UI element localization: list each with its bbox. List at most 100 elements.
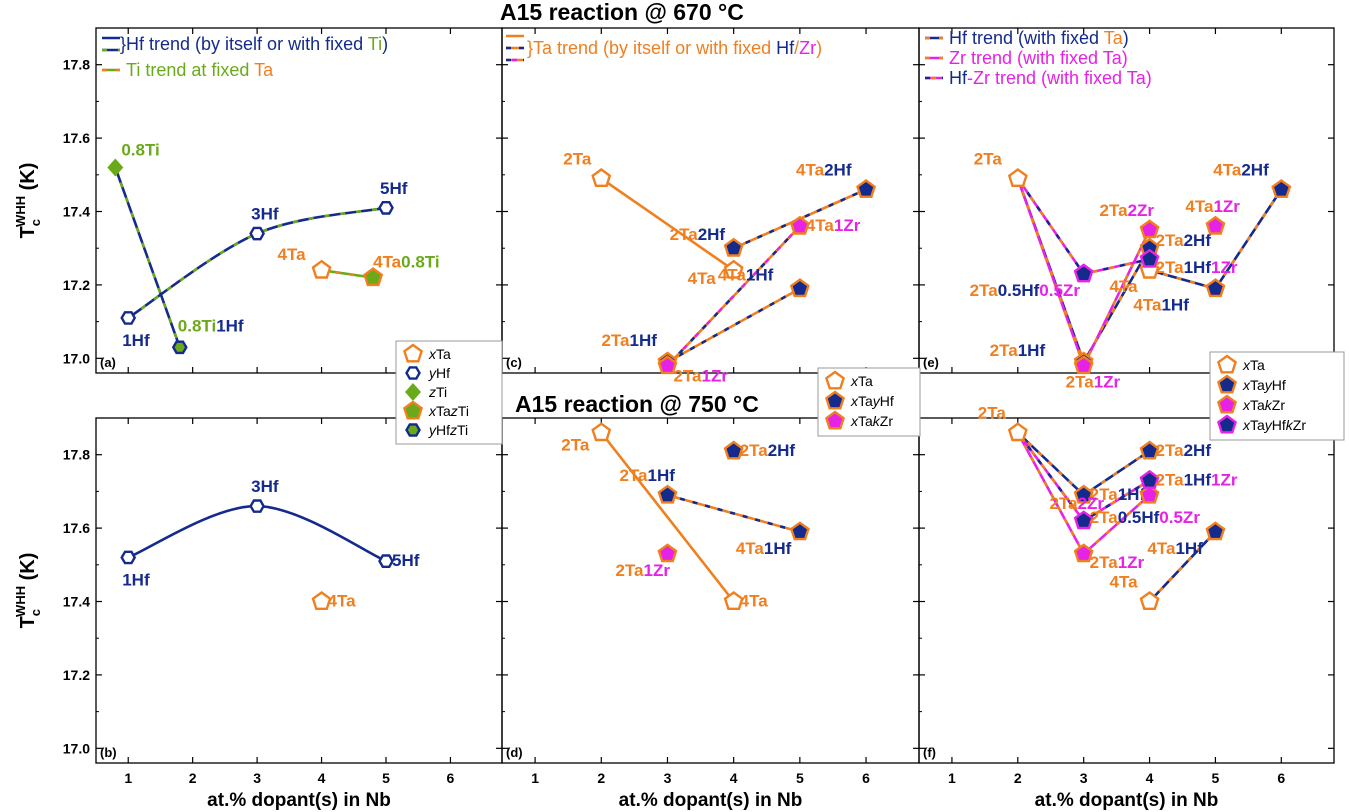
x-tick-label: 6 <box>1277 770 1285 786</box>
marker-xta <box>1007 168 1028 188</box>
x-tick-label: 2 <box>189 770 197 786</box>
marker-xtakzr <box>824 410 846 430</box>
marker-xtayhf <box>657 484 678 504</box>
data-point <box>723 440 744 460</box>
panel-label: (f) <box>923 745 936 760</box>
data-point <box>120 311 137 325</box>
point-label: 2Ta1Zr <box>673 367 728 386</box>
trend-line <box>114 167 182 348</box>
marker-xtakzr <box>1139 219 1160 239</box>
legend-label: xTazTi <box>428 403 469 419</box>
marker-yhf <box>249 226 265 241</box>
marker-xtayhf <box>1205 521 1226 541</box>
x-tick-label: 1 <box>948 770 956 786</box>
point-label: 4Ta <box>1110 573 1139 592</box>
data-point <box>1073 543 1094 563</box>
point-label: 2Ta <box>978 404 1007 423</box>
trend-line-dash <box>1148 530 1217 603</box>
trend-line <box>666 287 801 364</box>
data-point <box>1205 215 1226 235</box>
data-point <box>1007 168 1028 188</box>
point-label: 2Ta1Zr <box>1066 373 1121 392</box>
marker-xta <box>591 168 612 188</box>
marker-yhf <box>378 554 394 568</box>
data-point <box>378 554 394 568</box>
marker-xtayhf <box>789 521 810 541</box>
legend-label: xTa <box>1242 357 1265 373</box>
point-label: 4Ta2Hf <box>1213 160 1269 179</box>
point-label: 5Hf <box>380 179 408 198</box>
point-label: 2Ta1Zr <box>615 561 670 580</box>
legend-label: xTa <box>428 346 451 362</box>
point-label: 4Ta1Hf <box>1133 296 1189 315</box>
data-point <box>1139 219 1160 239</box>
point-label: 2Ta2Zr <box>1050 494 1105 513</box>
point-label: 2Ta1Hf1Zr <box>1156 470 1238 489</box>
point-label: 2Ta0.5Hf0.5Zr <box>1090 508 1201 527</box>
trend-legend-text: Ti trend at fixed Ta <box>126 60 274 80</box>
point-label: 2Ta2Hf <box>740 441 796 460</box>
x-tick-label: 6 <box>862 770 870 786</box>
marker-xtayhf <box>1073 484 1094 504</box>
point-label: 2Ta <box>563 149 592 168</box>
legend-label: zTi <box>428 384 447 400</box>
x-tick-label: 4 <box>730 770 738 786</box>
point-label: 4Ta <box>740 592 769 611</box>
trend-legend-text: Hf-Zr trend (with fixed Ta) <box>949 68 1152 88</box>
point-label: 2Ta <box>561 436 590 455</box>
marker-xtayhf <box>789 278 810 298</box>
marker-xtayhfkzr <box>1216 414 1238 434</box>
panel-label: (e) <box>923 355 939 370</box>
data-point <box>789 521 810 541</box>
point-label: 0.8Ti <box>121 140 159 159</box>
data-point <box>1139 469 1160 489</box>
marker-xtayhfkzr <box>1073 510 1094 530</box>
data-point <box>723 259 744 279</box>
trend-legend: }Hf trend (by itself or with fixed Ti) Ti… <box>102 34 388 80</box>
panel-label: (a) <box>100 355 116 370</box>
legend-label: xTa <box>850 373 873 389</box>
x-tick-label: 1 <box>124 770 132 786</box>
data-point <box>657 355 678 375</box>
marker-xtakzr <box>657 355 678 375</box>
point-label: 4Ta1Hf <box>718 266 774 285</box>
x-tick-label: 5 <box>796 770 804 786</box>
data-point <box>789 215 810 235</box>
data-point <box>120 550 137 565</box>
y-tick-label: 17.2 <box>63 277 90 293</box>
data-point <box>723 591 744 610</box>
marker-xtazti <box>402 400 424 420</box>
point-label: 3Hf <box>251 477 279 496</box>
x-axis-label: at.% dopant(s) in Nb <box>1035 790 1219 811</box>
marker-xtayhf <box>1139 440 1160 460</box>
trend-line <box>127 504 387 563</box>
marker-xtayhfkzr <box>1139 469 1160 489</box>
point-label: 4Ta1Hf <box>1147 539 1203 558</box>
y-tick-label: 17.8 <box>63 447 90 463</box>
plot-frame <box>918 417 1335 764</box>
trend-legend-text: }Ta trend (by itself or with fixed Hf/Zr… <box>527 38 822 58</box>
data-point <box>1139 440 1160 460</box>
point-label: 2Ta2Hf <box>670 225 726 244</box>
point-label: 4Ta <box>1110 277 1139 296</box>
trend-legend-text: Zr trend (with fixed Ta) <box>949 48 1128 68</box>
marker-xtayhfkzr <box>1139 248 1160 268</box>
x-tick-label: 4 <box>1146 770 1154 786</box>
trend-line-dash <box>1016 431 1151 523</box>
x-tick-label: 5 <box>382 770 390 786</box>
marker-xtayhf <box>824 390 846 410</box>
trend-line-dash <box>1016 431 1151 497</box>
data-point <box>591 168 612 188</box>
marker-xta <box>311 591 332 610</box>
marker-xtayhf <box>1271 179 1292 199</box>
marker-yhf <box>120 550 137 565</box>
figure-title-750: A15 reaction @ 750 °C <box>512 391 762 418</box>
marker-xta <box>591 422 612 442</box>
data-point <box>1139 484 1160 504</box>
point-label: 2Ta0.5Hf0.5Zr <box>970 281 1081 300</box>
trend-line-dash <box>733 188 867 250</box>
panel-label: (d) <box>506 745 523 760</box>
y-axis-label: TcWHH (K) <box>13 553 43 629</box>
data-point <box>1205 278 1226 298</box>
data-point <box>249 499 265 513</box>
